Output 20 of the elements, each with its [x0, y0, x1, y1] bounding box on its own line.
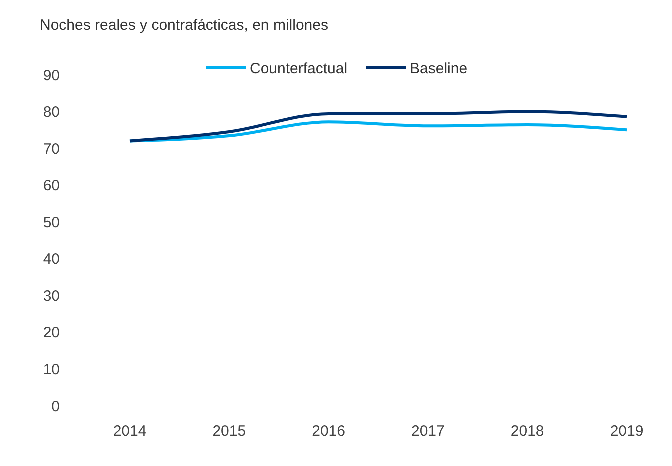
y-tick-label: 80 — [43, 104, 60, 122]
y-tick-label: 0 — [52, 398, 60, 416]
y-tick-label: 60 — [43, 178, 60, 195]
y-tick-label: 50 — [43, 214, 60, 232]
y-tick-label: 10 — [43, 361, 60, 378]
line-series — [128, 110, 628, 143]
legend-label: Baseline — [410, 60, 468, 78]
x-tick-label: 2017 — [412, 423, 445, 440]
x-tick-label: 2016 — [312, 423, 346, 440]
y-tick-label: 40 — [43, 251, 60, 268]
x-tick-label: 2019 — [610, 423, 644, 440]
x-tick-label: 2018 — [510, 423, 544, 440]
chart-title: Noches reales y contrafácticas, en millones — [40, 17, 328, 34]
x-tick-label: 2014 — [113, 423, 147, 440]
x-tick-label: 2015 — [212, 423, 246, 440]
legend-label: Counterfactual — [250, 60, 348, 78]
y-tick-label: 90 — [43, 67, 60, 84]
y-tick-label: 30 — [43, 288, 60, 305]
y-tick-label: 20 — [43, 324, 60, 342]
y-tick-label: 70 — [43, 140, 60, 158]
